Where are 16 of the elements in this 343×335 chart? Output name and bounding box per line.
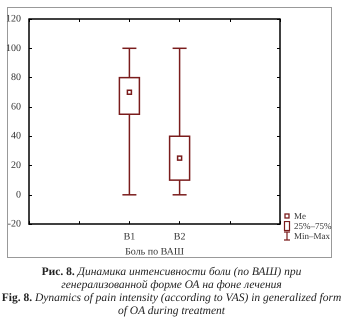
x-axis-title: Боль по ВАШ	[125, 246, 184, 258]
y-tick-label: 0	[16, 189, 21, 200]
x-tick-label: B1	[124, 232, 136, 243]
x-tick-label: B2	[174, 232, 186, 243]
y-tick-label: -20	[8, 218, 21, 230]
y-tick-label: 80	[11, 72, 21, 84]
text: Рис. 8. Динамика интенсивности боли (по ВАШ) при генерализованной форме ОА на фоне лечения	[42, 266, 302, 291]
text: 25%–75%	[294, 221, 332, 231]
y-tick-label: 20	[11, 160, 21, 171]
text: Min–Max	[294, 231, 330, 241]
y-tick-label: 120	[6, 14, 21, 24]
y-tick-label: 60	[11, 101, 21, 112]
y-tick-label: 40	[11, 130, 21, 142]
y-tick-label: 100	[6, 42, 21, 54]
text: Fig. 8. Dynamics of pain intensity (according to VAS) in generalized form of OA during treatment	[2, 292, 342, 317]
text: Me	[294, 211, 306, 221]
